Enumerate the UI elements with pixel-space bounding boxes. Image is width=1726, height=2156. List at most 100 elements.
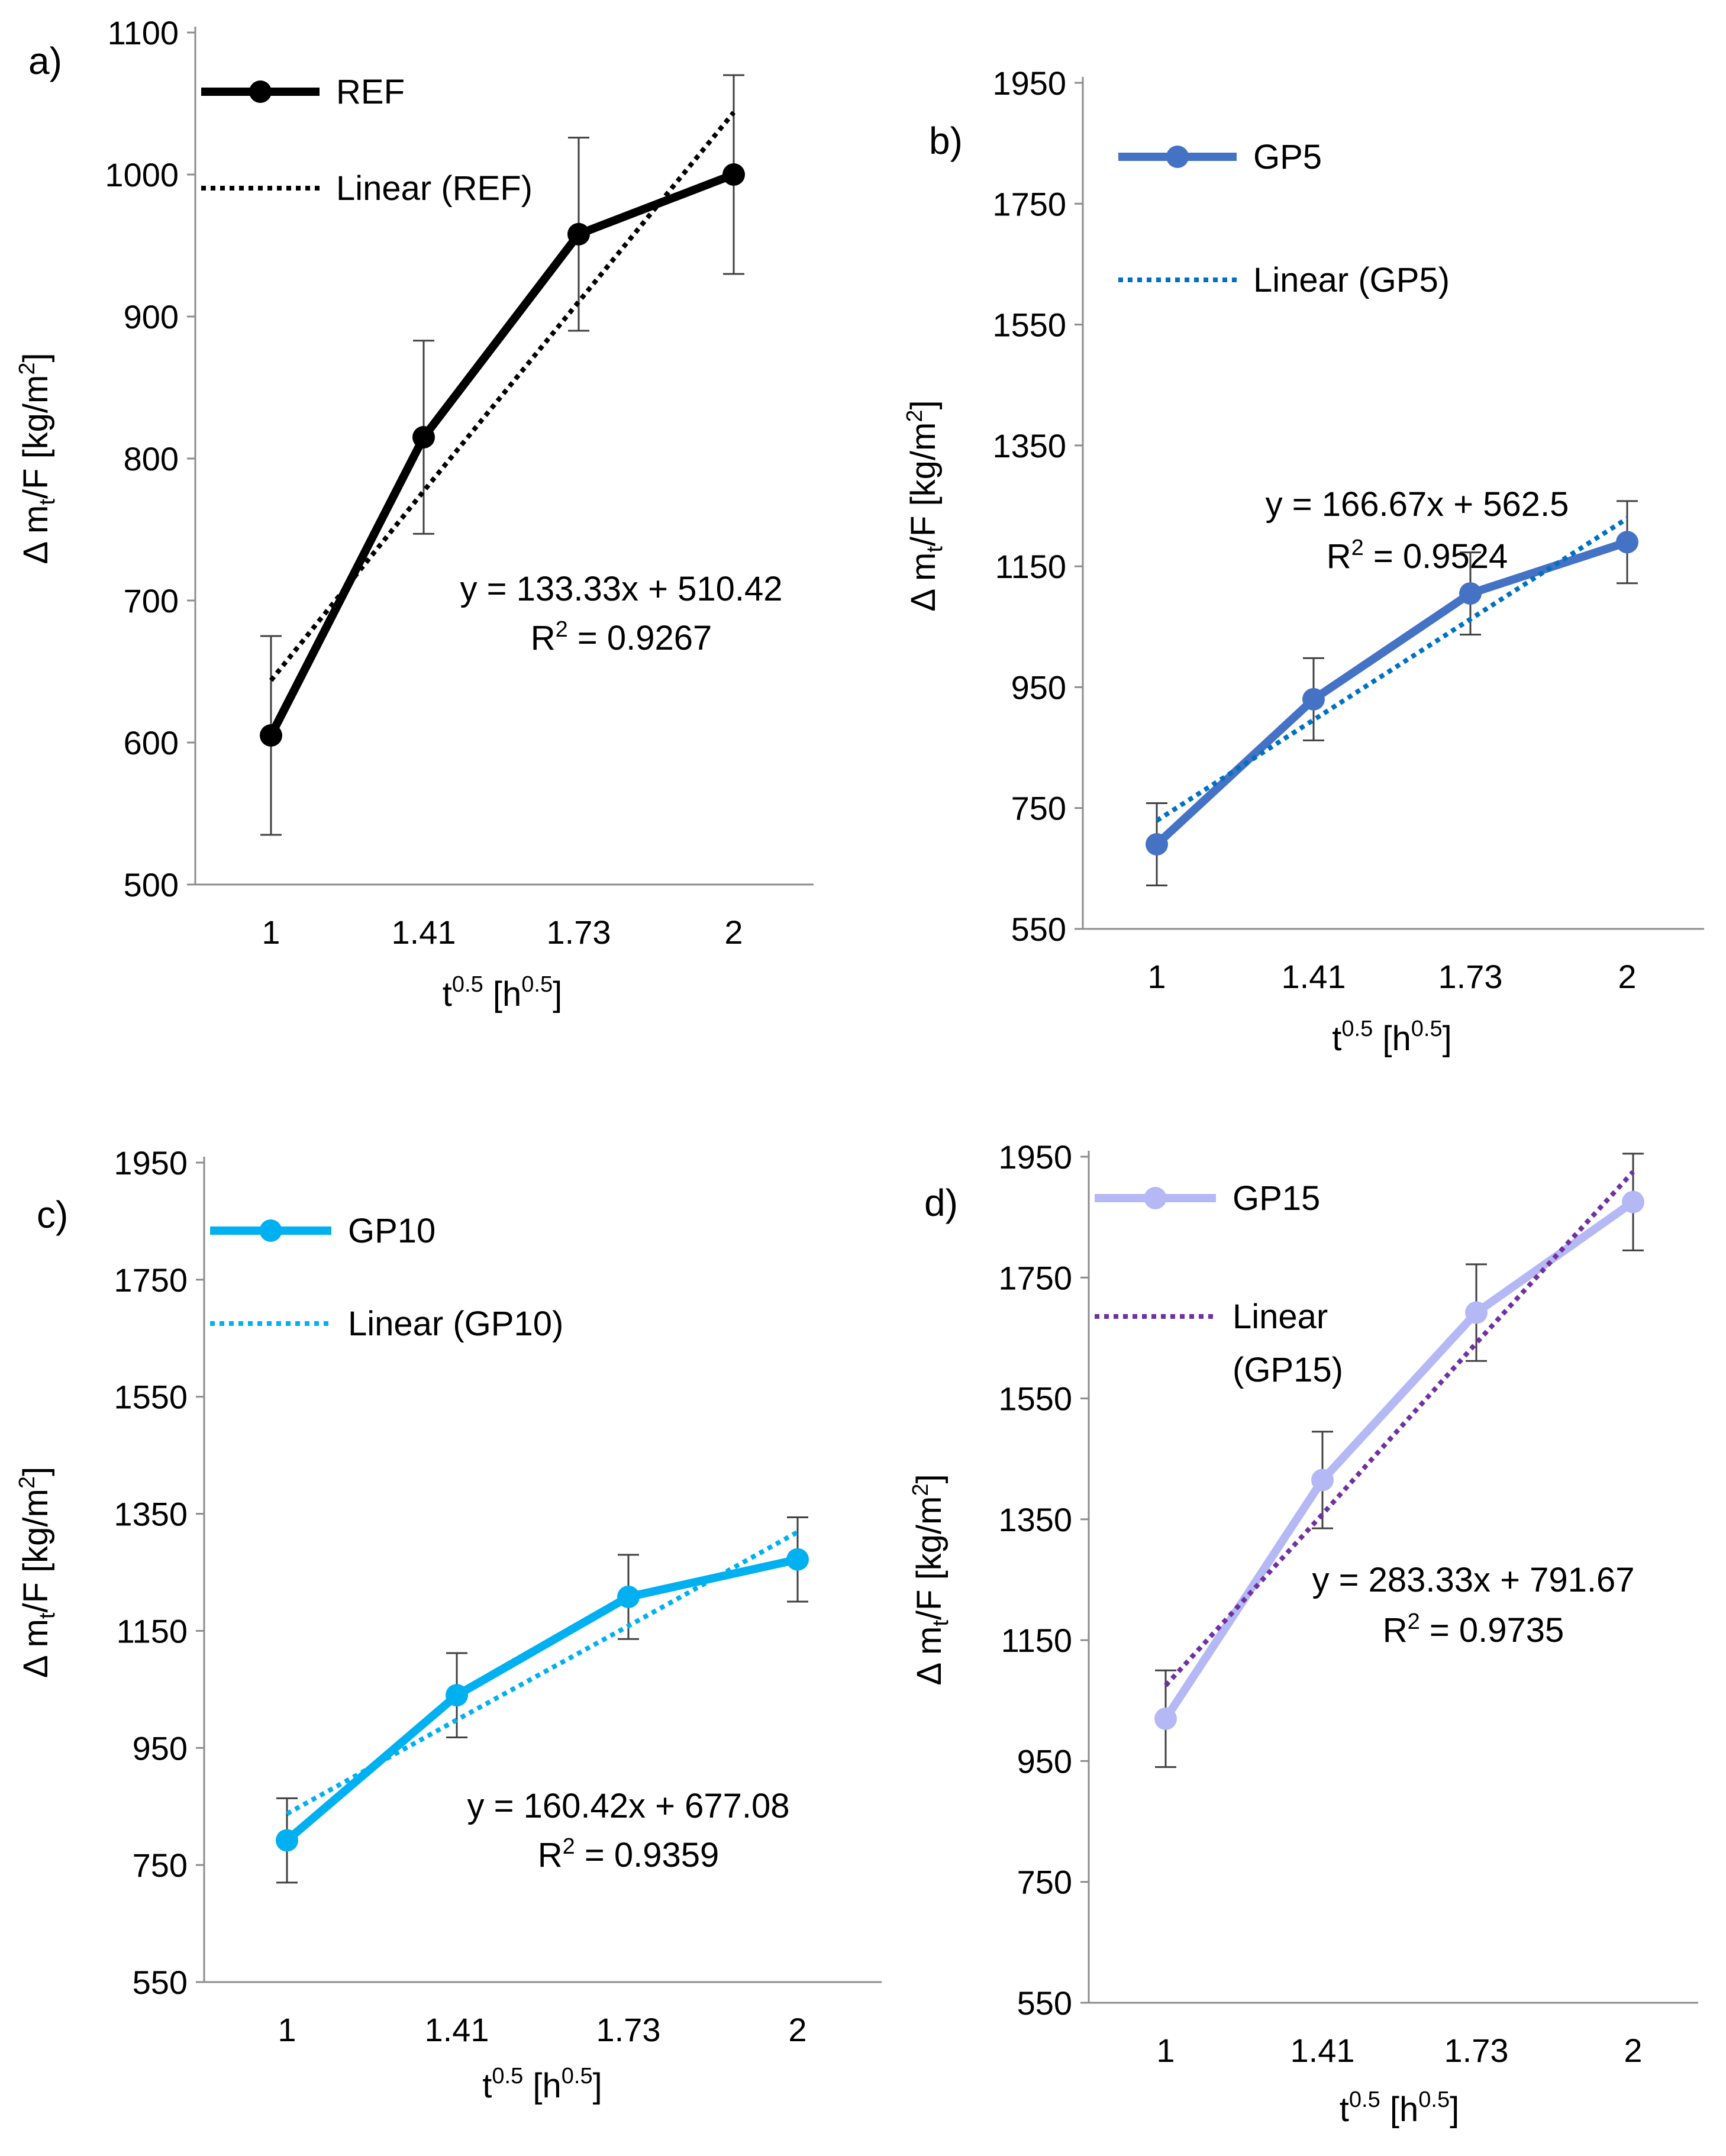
y-tick-label: 1100 — [108, 14, 179, 51]
x-tick-label: 1 — [1147, 958, 1166, 995]
y-tick-label: 1750 — [998, 1259, 1072, 1296]
data-point — [722, 163, 745, 186]
trendline-r2: R2 = 0.9267 — [531, 617, 712, 657]
x-tick-label: 2 — [1624, 2032, 1642, 2069]
legend-series-marker — [259, 1219, 282, 1242]
y-tick-label: 1950 — [114, 1144, 188, 1182]
y-tick-label: 1550 — [998, 1380, 1072, 1418]
y-tick-label: 1150 — [117, 1612, 188, 1650]
panel-label: d) — [924, 1182, 958, 1224]
legend-trendline-label: Linear — [1233, 1298, 1328, 1336]
x-tick-label: 2 — [1618, 958, 1636, 995]
panel-label: b) — [929, 120, 963, 162]
x-axis-label: t0.5 [h0.5] — [1332, 1016, 1451, 1058]
data-point — [1459, 582, 1482, 605]
legend-series-marker — [249, 80, 272, 103]
y-tick-label: 600 — [124, 724, 179, 761]
data-point — [567, 222, 590, 246]
y-tick-label: 550 — [1017, 1984, 1072, 2022]
y-tick-label: 500 — [124, 866, 179, 903]
legend-series-marker — [1166, 146, 1189, 168]
y-tick-label: 1950 — [998, 1138, 1072, 1176]
y-tick-label: 1750 — [992, 185, 1066, 222]
legend: GP15 Linear (GP15) — [1095, 1179, 1343, 1389]
y-tick-label: 1950 — [992, 64, 1066, 102]
y-tick-label: 1350 — [114, 1496, 188, 1533]
x-tick-label: 1 — [262, 914, 280, 951]
data-point — [1616, 531, 1638, 554]
y-tick-label: 1000 — [105, 156, 179, 193]
x-tick-label: 1.41 — [392, 914, 456, 951]
trendline — [286, 1529, 799, 1816]
y-tick-label: 550 — [1011, 911, 1066, 948]
y-tick-label: 1550 — [992, 306, 1066, 344]
x-tick-label: 1.41 — [1282, 958, 1346, 995]
legend-trendline-label-line2: (GP15) — [1233, 1351, 1343, 1389]
y-tick-label: 750 — [1017, 1864, 1072, 1901]
legend-series-label: REF — [336, 73, 405, 111]
chart-panel-2: 550 750 950 1150 1350 1550 1750 1950 1 1.41 1.73 2 b… — [902, 64, 1704, 1058]
x-tick-label: 1.73 — [1444, 2032, 1509, 2069]
panel-label: c) — [37, 1193, 68, 1236]
legend-series-label: GP10 — [348, 1212, 435, 1250]
series-line-gp5 — [1154, 538, 1629, 848]
data-point — [446, 1684, 468, 1707]
trendline-equation: y = 133.33x + 510.42 — [460, 570, 783, 608]
legend-trendline-label: Linear (GP5) — [1253, 261, 1450, 299]
chart-panel-3: 550 750 950 1150 1350 1550 1750 1950 1 1.41 1.73 2 c… — [15, 1144, 882, 2105]
legend: GP10 Linear (GP10) — [210, 1212, 563, 1343]
legend-trendline-label: Linear (GP10) — [348, 1305, 563, 1343]
y-tick-label: 550 — [133, 1964, 188, 2001]
x-tick-label: 1.73 — [596, 2011, 661, 2048]
legend: GP5 Linear (GP5) — [1118, 138, 1450, 299]
data-point — [1311, 1468, 1334, 1492]
trendline — [1155, 516, 1629, 823]
y-axis-label: Δ mt/F [kg/m2] — [15, 353, 60, 564]
y-tick-label: 950 — [1017, 1742, 1072, 1780]
y-tick-label: 1350 — [998, 1501, 1072, 1538]
legend-trendline-label: Linear (REF) — [336, 169, 533, 208]
trendline — [1164, 1170, 1635, 1687]
legend-series-label: GP15 — [1233, 1179, 1320, 1218]
trendline-r2: R2 = 0.9359 — [538, 1834, 720, 1874]
legend: REF Linear (REF) — [201, 73, 533, 208]
y-tick-label: 1550 — [114, 1379, 188, 1416]
x-tick-label: 1.73 — [547, 914, 611, 951]
legend-series-label: GP5 — [1253, 138, 1322, 176]
legend-series-marker — [1144, 1187, 1167, 1209]
y-tick-label: 950 — [1011, 669, 1066, 706]
y-axis-label: Δ mt/F [kg/m2] — [908, 1474, 953, 1685]
x-axis-label: t0.5 [h0.5] — [482, 2064, 602, 2105]
trendline-r2: R2 = 0.9735 — [1383, 1609, 1564, 1650]
trendline — [269, 111, 736, 682]
x-tick-label: 1.41 — [1291, 2032, 1355, 2069]
x-tick-label: 1 — [1156, 2032, 1175, 2069]
data-point — [412, 426, 435, 448]
panel-label: a) — [28, 40, 62, 82]
y-tick-label: 1150 — [1001, 1622, 1072, 1659]
data-point — [1622, 1190, 1644, 1213]
data-point — [1154, 1707, 1177, 1730]
y-axis-label: Δ mt/F [kg/m2] — [15, 1467, 60, 1678]
y-tick-label: 700 — [124, 582, 179, 619]
y-tick-label: 750 — [1011, 790, 1066, 827]
data-point — [276, 1829, 298, 1852]
x-tick-label: 1.73 — [1438, 958, 1503, 995]
trendline-r2: R2 = 0.9524 — [1327, 535, 1508, 576]
x-axis-label: t0.5 [h0.5] — [1340, 2087, 1459, 2129]
chart-panel-1: 500 600 700 800 900 1000 1100 1 1.41 1.73 2 a) Δ mt/… — [15, 14, 814, 1014]
data-point — [1465, 1301, 1488, 1324]
data-point — [617, 1586, 640, 1609]
trendline-equation: y = 166.67x + 562.5 — [1266, 485, 1569, 524]
y-tick-label: 1750 — [114, 1261, 188, 1299]
x-tick-label: 1.41 — [425, 2011, 489, 2048]
y-tick-label: 1150 — [995, 548, 1066, 585]
x-tick-label: 2 — [788, 2011, 806, 2048]
y-tick-label: 750 — [133, 1847, 188, 1884]
y-axis-label: Δ mt/F [kg/m2] — [902, 400, 947, 611]
x-tick-label: 2 — [724, 914, 743, 951]
data-point — [1302, 688, 1325, 711]
y-tick-label: 1350 — [992, 427, 1066, 464]
chart-panel-4: 550 750 950 1150 1350 1550 1750 1950 1 1.41 1.73 2 d… — [908, 1138, 1698, 2129]
